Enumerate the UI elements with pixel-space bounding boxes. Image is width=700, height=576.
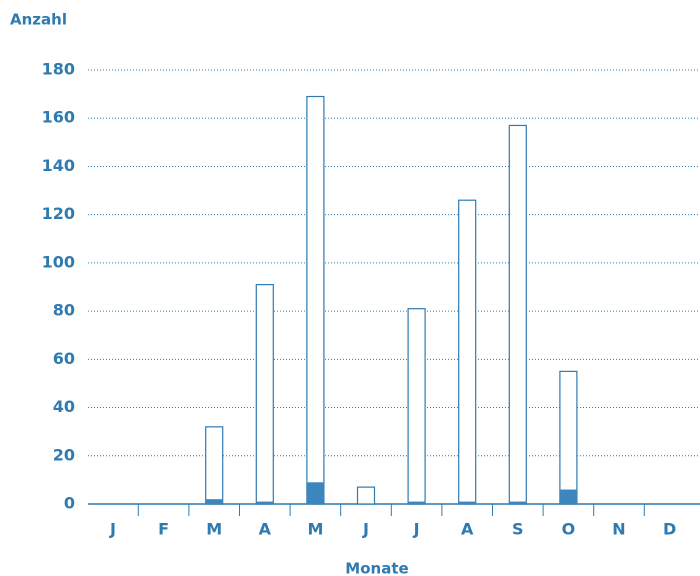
y-tick-label: 60 — [53, 349, 75, 368]
x-tick-label: M — [307, 520, 323, 539]
x-tick-label: M — [206, 520, 222, 539]
y-tick-label: 140 — [42, 156, 75, 175]
bar-subset — [509, 501, 527, 504]
x-tick-label: F — [158, 520, 169, 539]
y-tick-label: 120 — [42, 204, 75, 223]
bar-subset — [306, 482, 324, 504]
bar — [407, 308, 426, 505]
bar-subset — [458, 501, 476, 504]
x-tick-label: D — [663, 520, 676, 539]
x-tick-label: J — [413, 520, 420, 539]
x-tick-label: N — [612, 520, 625, 539]
y-tick-label: 20 — [53, 445, 75, 464]
bar-subset — [408, 501, 426, 504]
x-axis-label: Monate — [345, 560, 408, 576]
bar — [458, 199, 477, 505]
y-tick-label: 0 — [64, 494, 75, 513]
y-tick-label: 160 — [42, 108, 75, 127]
y-axis-label: Anzahl — [10, 11, 67, 29]
bar — [508, 124, 527, 505]
bar — [306, 95, 325, 505]
x-tick-label: A — [259, 520, 272, 539]
y-tick-label: 40 — [53, 397, 75, 416]
x-tick-label: A — [461, 520, 474, 539]
y-tick-label: 100 — [42, 252, 75, 271]
x-tick-label: J — [109, 520, 116, 539]
bar — [255, 283, 274, 505]
bar-subset — [256, 501, 274, 504]
x-tick-label: O — [562, 520, 576, 539]
x-tick-label: J — [362, 520, 369, 539]
x-tick-label: S — [512, 520, 524, 539]
bar — [205, 426, 224, 505]
bar-subset — [559, 489, 577, 504]
bar-subset — [205, 499, 223, 504]
y-tick-label: 80 — [53, 301, 75, 320]
bar — [559, 370, 578, 505]
bar — [356, 486, 376, 505]
y-tick-label: 180 — [42, 60, 75, 79]
